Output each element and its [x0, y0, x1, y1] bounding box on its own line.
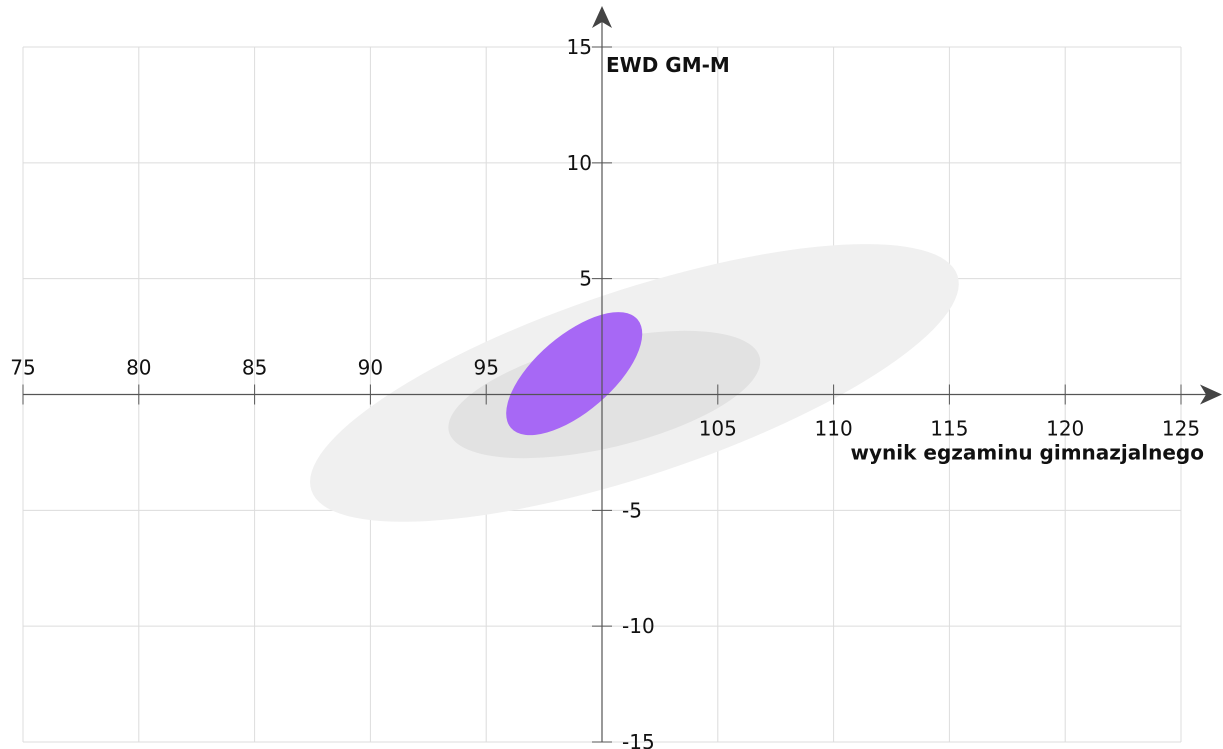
x-tick-label: 125	[1162, 417, 1200, 441]
y-axis-arrow	[592, 6, 612, 28]
x-tick-label: 85	[242, 356, 267, 380]
x-tick-label: 75	[10, 356, 35, 380]
y-tick-label: -5	[622, 498, 642, 522]
x-tick-label: 80	[126, 356, 151, 380]
axes	[23, 6, 1222, 742]
x-axis-arrow	[1200, 384, 1222, 405]
y-tick-label: 5	[579, 267, 592, 291]
x-tick-label: 115	[930, 417, 968, 441]
region-ellipse-3	[506, 312, 643, 436]
x-tick-label: 120	[1046, 417, 1084, 441]
x-tick-label: 110	[815, 417, 853, 441]
y-tick-label: 10	[567, 151, 592, 175]
x-tick-label: 90	[358, 356, 383, 380]
x-tick-label: 105	[699, 417, 737, 441]
y-tick-label: -10	[622, 614, 655, 638]
y-tick-label: 15	[567, 35, 592, 59]
x-tick-label: 95	[473, 356, 498, 380]
y-tick-label: -15	[622, 730, 655, 749]
x-axis-title: wynik egzaminu gimnazjalnego	[851, 441, 1204, 465]
y-axis-title: EWD GM-M	[606, 53, 730, 77]
